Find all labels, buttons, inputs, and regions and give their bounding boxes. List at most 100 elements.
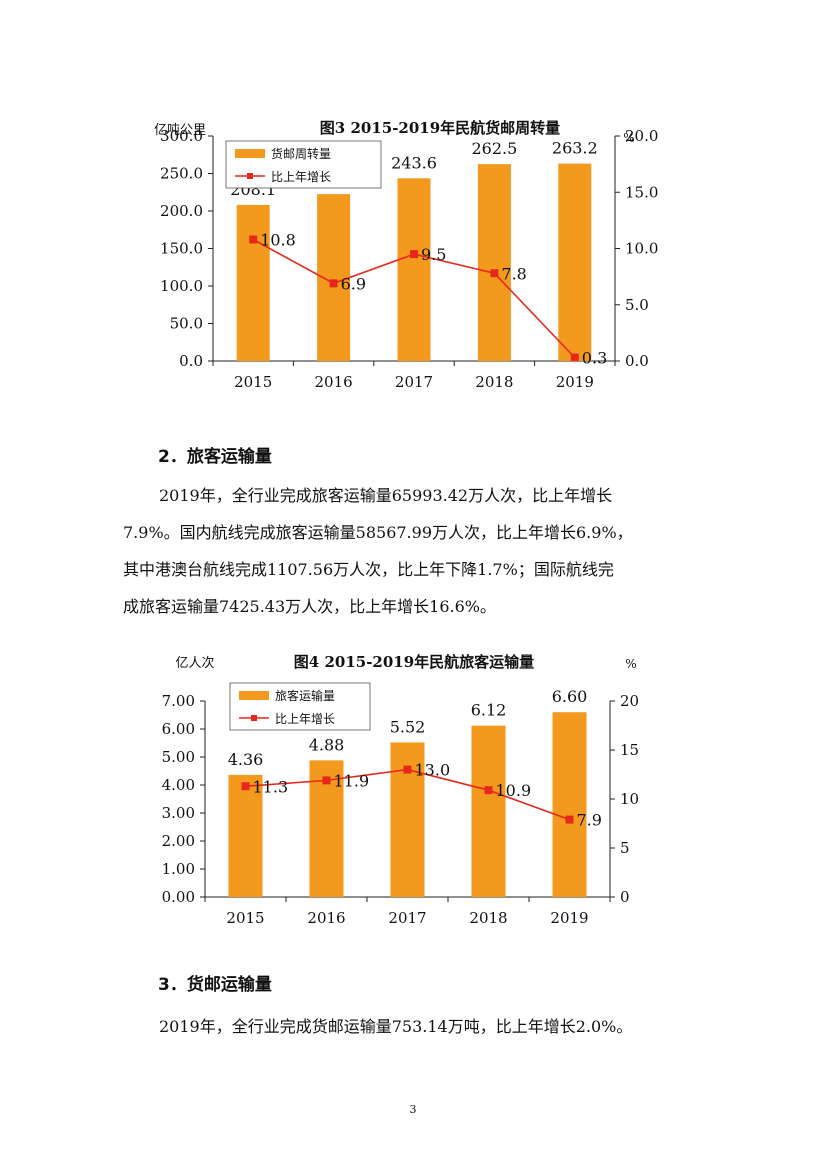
x-tick-label: 2015 (234, 373, 272, 391)
section-heading-cargo: 3．货邮运输量 (158, 975, 272, 995)
y2-axis-title: % (625, 657, 636, 671)
bar (477, 164, 511, 361)
y2-tick-label: 20 (620, 692, 639, 710)
growth-value-label: 9.5 (421, 245, 446, 264)
growth-value-label: 10.8 (260, 231, 296, 250)
legend-line-marker (247, 173, 253, 179)
y-tick-label: 300.0 (160, 127, 203, 145)
y-tick-label: 200.0 (160, 202, 203, 220)
growth-point (484, 786, 493, 795)
growth-point (249, 235, 258, 244)
y-tick-label: 6.00 (162, 720, 195, 738)
legend-line-label: 比上年增长 (275, 712, 335, 726)
y2-tick-label: 0 (620, 888, 630, 906)
growth-value-label: 7.8 (501, 264, 526, 283)
bar-value-label: 6.12 (471, 701, 507, 720)
growth-point (403, 765, 412, 774)
growth-point (410, 250, 418, 259)
growth-point (241, 782, 250, 791)
y2-tick-label: 15.0 (625, 183, 658, 201)
y-tick-label: 100.0 (160, 277, 203, 295)
cargo-paragraph: 2019年，全行业完成货邮运输量753.14万吨，比上年增长2.0%。 (123, 1008, 703, 1045)
growth-point (329, 279, 338, 288)
legend-bar-swatch (235, 149, 265, 158)
growth-point (570, 353, 579, 362)
x-tick-label: 2016 (307, 909, 345, 927)
bar-value-label: 4.36 (228, 750, 264, 769)
x-tick-label: 2019 (556, 373, 594, 391)
bar-value-label: 243.6 (391, 153, 437, 172)
growth-value-label: 13.0 (415, 761, 451, 780)
y-tick-label: 4.00 (162, 776, 195, 794)
y-tick-label: 3.00 (162, 804, 195, 822)
legend-box (225, 140, 382, 189)
y2-tick-label: 5 (620, 839, 630, 857)
growth-point (322, 776, 331, 785)
y2-tick-label: 0.0 (625, 352, 649, 370)
legend-bar-label: 货邮周转量 (271, 146, 331, 161)
y-axis-title: 亿吨公里 (154, 123, 206, 138)
passenger-paragraph: 2019年，全行业完成旅客运输量65993.42万人次，比上年增长 7.9%。国内… (123, 477, 703, 625)
growth-value-label: 7.9 (577, 811, 602, 830)
x-tick-label: 2016 (315, 373, 353, 391)
paragraph-line: 2019年，全行业完成旅客运输量65993.42万人次，比上年增长 (159, 486, 613, 505)
bar (552, 712, 587, 897)
growth-value-label: 10.9 (496, 781, 532, 800)
bar (558, 163, 592, 361)
growth-point (565, 815, 574, 824)
y-tick-label: 0.0 (179, 352, 203, 370)
x-tick-label: 2019 (550, 909, 588, 927)
paragraph-line: 其中港澳台航线完成1107.56万人次，比上年下降1.7%；国际航线完 (123, 560, 614, 579)
y2-tick-label: 5.0 (625, 296, 649, 314)
paragraph-line: 7.9%。国内航线完成旅客运输量58567.99万人次，比上年增长6.9%， (123, 523, 633, 542)
bar-value-label: 4.88 (309, 735, 345, 754)
chart-title: 图3 2015-2019年民航货邮周转量 (320, 119, 560, 137)
bar-value-label: 6.60 (552, 687, 588, 706)
growth-value-label: 11.3 (253, 777, 289, 796)
paragraph-line: 成旅客运输量7425.43万人次，比上年增长16.6%。 (123, 597, 496, 616)
y-tick-label: 2.00 (162, 832, 195, 850)
y-axis-title: 亿人次 (175, 655, 214, 671)
passenger-volume-chart: 图4 2015-2019年民航旅客运输量 亿人次 % 0.00 1.00 2.00 3.00… (162, 653, 640, 927)
y-tick-label: 150.0 (160, 240, 203, 258)
legend-bar-label: 旅客运输量 (275, 688, 335, 703)
x-tick-label: 2018 (475, 373, 513, 391)
legend-box (229, 682, 371, 731)
bar-value-label: 5.52 (390, 717, 426, 736)
growth-point (490, 269, 499, 278)
paragraph-text: 2019年，全行业完成货邮运输量753.14万吨，比上年增长2.0%。 (159, 1017, 633, 1036)
x-tick-label: 2018 (469, 909, 507, 927)
y-tick-label: 1.00 (162, 860, 195, 878)
growth-value-label: 0.3 (582, 349, 607, 368)
page-number: 3 (409, 1103, 417, 1116)
bar (236, 204, 270, 361)
y2-tick-label: 10.0 (625, 240, 658, 258)
x-tick-label: 2017 (388, 909, 426, 927)
y-tick-label: 0.00 (162, 888, 195, 906)
y-tick-label: 5.00 (162, 748, 195, 766)
chart-title: 图4 2015-2019年民航旅客运输量 (294, 653, 534, 671)
legend-line-label: 比上年增长 (271, 170, 331, 184)
bar-value-label: 263.2 (552, 139, 598, 158)
cargo-turnover-chart: 图3 2015-2019年民航货邮周转量 亿吨公里 % 0.0 50.0 100.0 150… (154, 119, 658, 391)
bar-value-label: 262.5 (471, 139, 517, 158)
y2-axis-title: % (623, 131, 634, 145)
y-tick-label: 7.00 (162, 692, 195, 710)
legend-bar-swatch (239, 691, 269, 700)
y2-tick-label: 20.0 (625, 127, 658, 145)
growth-value-label: 6.9 (341, 274, 366, 293)
y2-tick-label: 10 (620, 790, 639, 808)
bar (228, 774, 263, 897)
legend-line-marker (251, 715, 257, 721)
y-tick-label: 50.0 (170, 315, 203, 333)
growth-value-label: 11.9 (334, 771, 370, 790)
y-tick-label: 250.0 (160, 165, 203, 183)
x-tick-label: 2015 (226, 909, 264, 927)
x-tick-label: 2017 (395, 373, 433, 391)
bar (397, 178, 431, 361)
section-heading-passenger: 2．旅客运输量 (158, 447, 272, 467)
y2-tick-label: 15 (620, 741, 639, 759)
bar (471, 725, 506, 897)
